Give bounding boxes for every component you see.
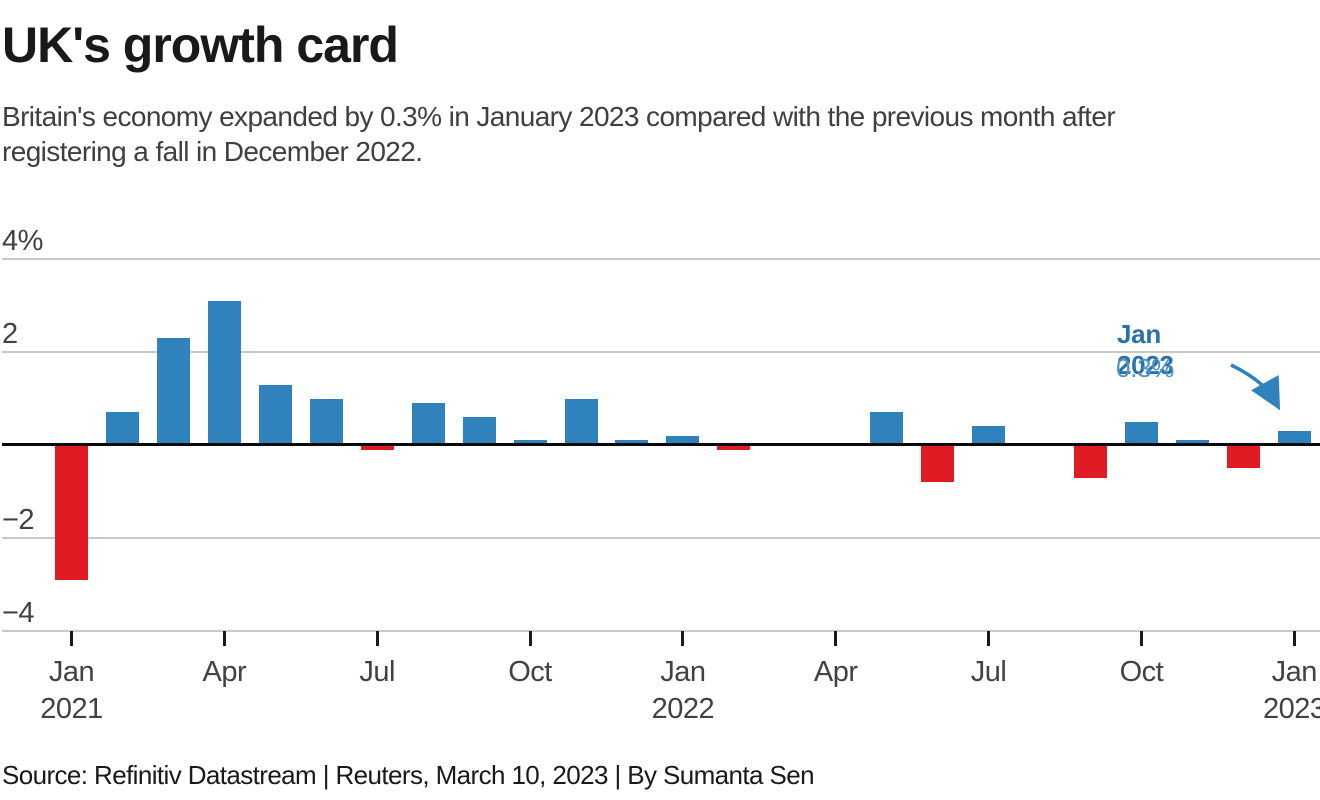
bar-mar-2021 bbox=[156, 338, 190, 445]
x-axis-tick bbox=[70, 631, 73, 646]
x-axis-label-month: Apr bbox=[813, 656, 858, 688]
bar-jun-2022 bbox=[921, 445, 955, 483]
bar-oct-2021 bbox=[513, 440, 547, 445]
page-subtitle: Britain's economy expanded by 0.3% in Ja… bbox=[2, 101, 1116, 167]
gridline--4 bbox=[2, 630, 1320, 632]
annotation-value: 0.3% bbox=[1116, 353, 1175, 383]
x-axis-tick bbox=[528, 631, 532, 646]
x-axis-tick bbox=[987, 631, 991, 646]
bar-dec-2022 bbox=[1226, 445, 1260, 469]
bar-jan-2021 bbox=[55, 445, 88, 580]
bar-feb-2021 bbox=[105, 412, 139, 445]
bar-jul-2022 bbox=[972, 426, 1006, 445]
bar-jun-2021 bbox=[309, 398, 343, 445]
bar-sep-2022 bbox=[1074, 445, 1107, 478]
bar-aug-2021 bbox=[411, 403, 445, 445]
x-axis-label-year: 2023 bbox=[1263, 693, 1320, 725]
gridline--2 bbox=[2, 537, 1320, 539]
x-axis-label-month: Jan bbox=[660, 656, 706, 688]
gridline-4 bbox=[2, 258, 1320, 260]
x-axis-label-month: Oct bbox=[1119, 656, 1164, 688]
x-axis-label-month: Jul bbox=[359, 656, 395, 688]
zero-axis-line bbox=[2, 443, 1320, 446]
x-axis-label-month: Apr bbox=[202, 656, 247, 688]
x-axis-label-month: Oct bbox=[508, 656, 552, 688]
y-axis-label: 2 bbox=[2, 318, 18, 350]
x-axis-label-month: Jan bbox=[48, 656, 95, 688]
bar-nov-2021 bbox=[564, 398, 598, 445]
x-axis-label-year: 2022 bbox=[651, 693, 715, 725]
source-attribution: Source: Refinitiv Datastream | Reuters, … bbox=[2, 760, 815, 790]
annotation-label: Jan 2023 bbox=[1117, 319, 1174, 380]
bar-jan-2023 bbox=[1277, 431, 1311, 445]
x-axis-tick bbox=[834, 631, 838, 646]
bar-dec-2021 bbox=[615, 440, 649, 445]
page-title: UK's growth card bbox=[2, 17, 399, 73]
x-axis-label-month: Jul bbox=[970, 656, 1007, 688]
x-axis-tick bbox=[375, 631, 379, 646]
bar-may-2022 bbox=[870, 412, 904, 445]
y-axis-label: −4 bbox=[2, 597, 35, 629]
x-axis-tick bbox=[1292, 631, 1296, 646]
bar-oct-2022 bbox=[1124, 421, 1158, 445]
gridline-2 bbox=[2, 351, 1320, 353]
x-axis-tick bbox=[1139, 631, 1143, 646]
x-axis-tick bbox=[681, 631, 685, 646]
bar-apr-2021 bbox=[207, 300, 241, 445]
x-axis-label-month: Jan bbox=[1271, 656, 1318, 688]
bar-sep-2021 bbox=[462, 417, 496, 445]
x-axis-tick bbox=[222, 631, 226, 646]
y-axis-label: −2 bbox=[2, 504, 35, 536]
bar-jan-2022 bbox=[666, 435, 700, 445]
y-axis-label: 4% bbox=[2, 225, 43, 257]
x-axis-label-year: 2021 bbox=[40, 693, 103, 725]
bar-nov-2022 bbox=[1175, 440, 1209, 445]
bar-may-2021 bbox=[258, 384, 292, 445]
bar-jul-2021 bbox=[360, 445, 394, 450]
bar-feb-2022 bbox=[717, 445, 751, 450]
